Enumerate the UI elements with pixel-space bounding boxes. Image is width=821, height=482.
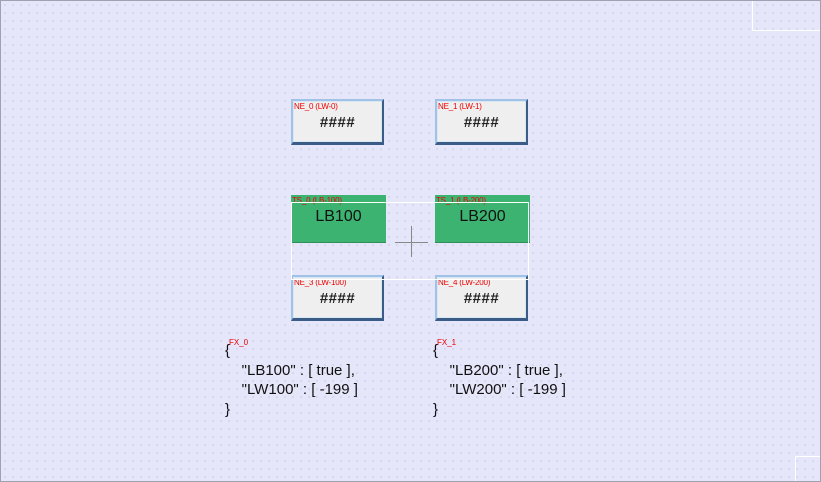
- toggle-switch-text: LB200: [459, 208, 506, 225]
- script-line: "LB100" : [ true ],: [225, 361, 355, 379]
- numeric-entry-ne-1[interactable]: NE_1 (LW-1) ####: [435, 99, 528, 145]
- object-id-label: FX_1: [437, 338, 457, 347]
- script-line: "LW100" : [ -199 ]: [225, 381, 358, 398]
- object-id-label: TS_1 (LB-200): [436, 196, 486, 205]
- numeric-value: ####: [319, 114, 356, 131]
- numeric-value: ####: [463, 114, 500, 131]
- object-id-label: NE_1 (LW-1): [438, 102, 482, 111]
- canvas-corner-marker-bottom-right: [795, 456, 820, 481]
- script-line: {: [433, 342, 439, 359]
- toggle-switch-text: LB100: [315, 208, 362, 225]
- numeric-value: ####: [319, 290, 356, 307]
- object-id-label: TS_0 (LB-100): [292, 196, 342, 205]
- script-line: "LW200" : [ -199 ]: [433, 381, 566, 398]
- canvas-corner-marker-top-right: [752, 1, 820, 31]
- script-line: {: [225, 342, 231, 359]
- crosshair-cursor-icon: [411, 226, 412, 257]
- numeric-entry-ne-0[interactable]: NE_0 (LW-0) ####: [291, 99, 384, 145]
- toggle-switch-ts-0[interactable]: TS_0 (LB-100) LB100: [291, 195, 386, 243]
- object-id-label: FX_0: [229, 338, 249, 347]
- script-line: }: [225, 400, 231, 418]
- script-object-fx-1[interactable]: FX_1 { "LB200" : [ true ], "LW200" : [ -…: [433, 338, 566, 419]
- numeric-value: ####: [463, 290, 500, 307]
- script-object-fx-0[interactable]: FX_0 { "LB100" : [ true ], "LW100" : [ -…: [225, 338, 358, 419]
- object-id-label: NE_4 (LW-200): [438, 278, 491, 287]
- numeric-entry-ne-3[interactable]: NE_3 (LW-100) ####: [291, 275, 384, 321]
- script-line: "LB200" : [ true ],: [433, 361, 563, 379]
- object-id-label: NE_0 (LW-0): [294, 102, 338, 111]
- object-id-label: NE_3 (LW-100): [294, 278, 347, 287]
- script-line: }: [433, 400, 439, 418]
- toggle-switch-ts-1[interactable]: TS_1 (LB-200) LB200: [435, 195, 530, 243]
- numeric-entry-ne-4[interactable]: NE_4 (LW-200) ####: [435, 275, 528, 321]
